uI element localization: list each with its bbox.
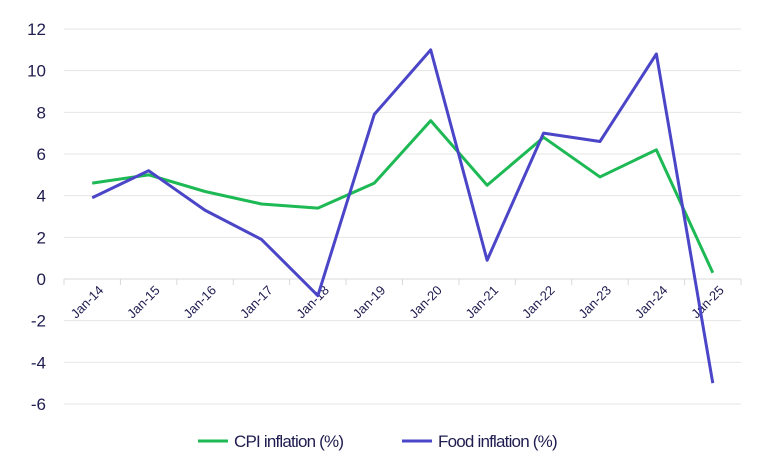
y-tick-label: -2 [31,312,46,331]
legend-label: Food inflation (%) [438,432,557,451]
y-tick-label: 8 [37,103,46,122]
y-tick-label: 12 [27,20,46,39]
y-tick-label: -4 [31,353,46,372]
x-tick-label: Jan-21 [463,283,502,322]
y-tick-label: 4 [37,187,46,206]
y-tick-label: 2 [37,228,46,247]
x-tick-label: Jan-22 [519,283,558,322]
x-tick-label: Jan-25 [688,283,727,322]
x-tick-label: Jan-18 [293,283,332,322]
x-tick-label: Jan-20 [406,283,445,322]
y-tick-label: 6 [37,145,46,164]
x-tick-label: Jan-23 [575,283,614,322]
series-line-food [91,48,715,384]
x-tick-label: Jan-16 [180,283,219,322]
legend-label: CPI inflation (%) [234,432,343,451]
y-tick-label: 0 [37,270,46,289]
x-tick-label: Jan-17 [237,283,276,322]
x-tick-label: Jan-15 [124,283,163,322]
series-line-cpi [91,119,715,274]
y-tick-label: 10 [27,62,46,81]
x-tick-label: Jan-19 [350,283,389,322]
y-tick-label: -6 [31,395,46,414]
x-tick-label: Jan-24 [632,283,671,322]
x-tick-label: Jan-14 [68,283,107,322]
